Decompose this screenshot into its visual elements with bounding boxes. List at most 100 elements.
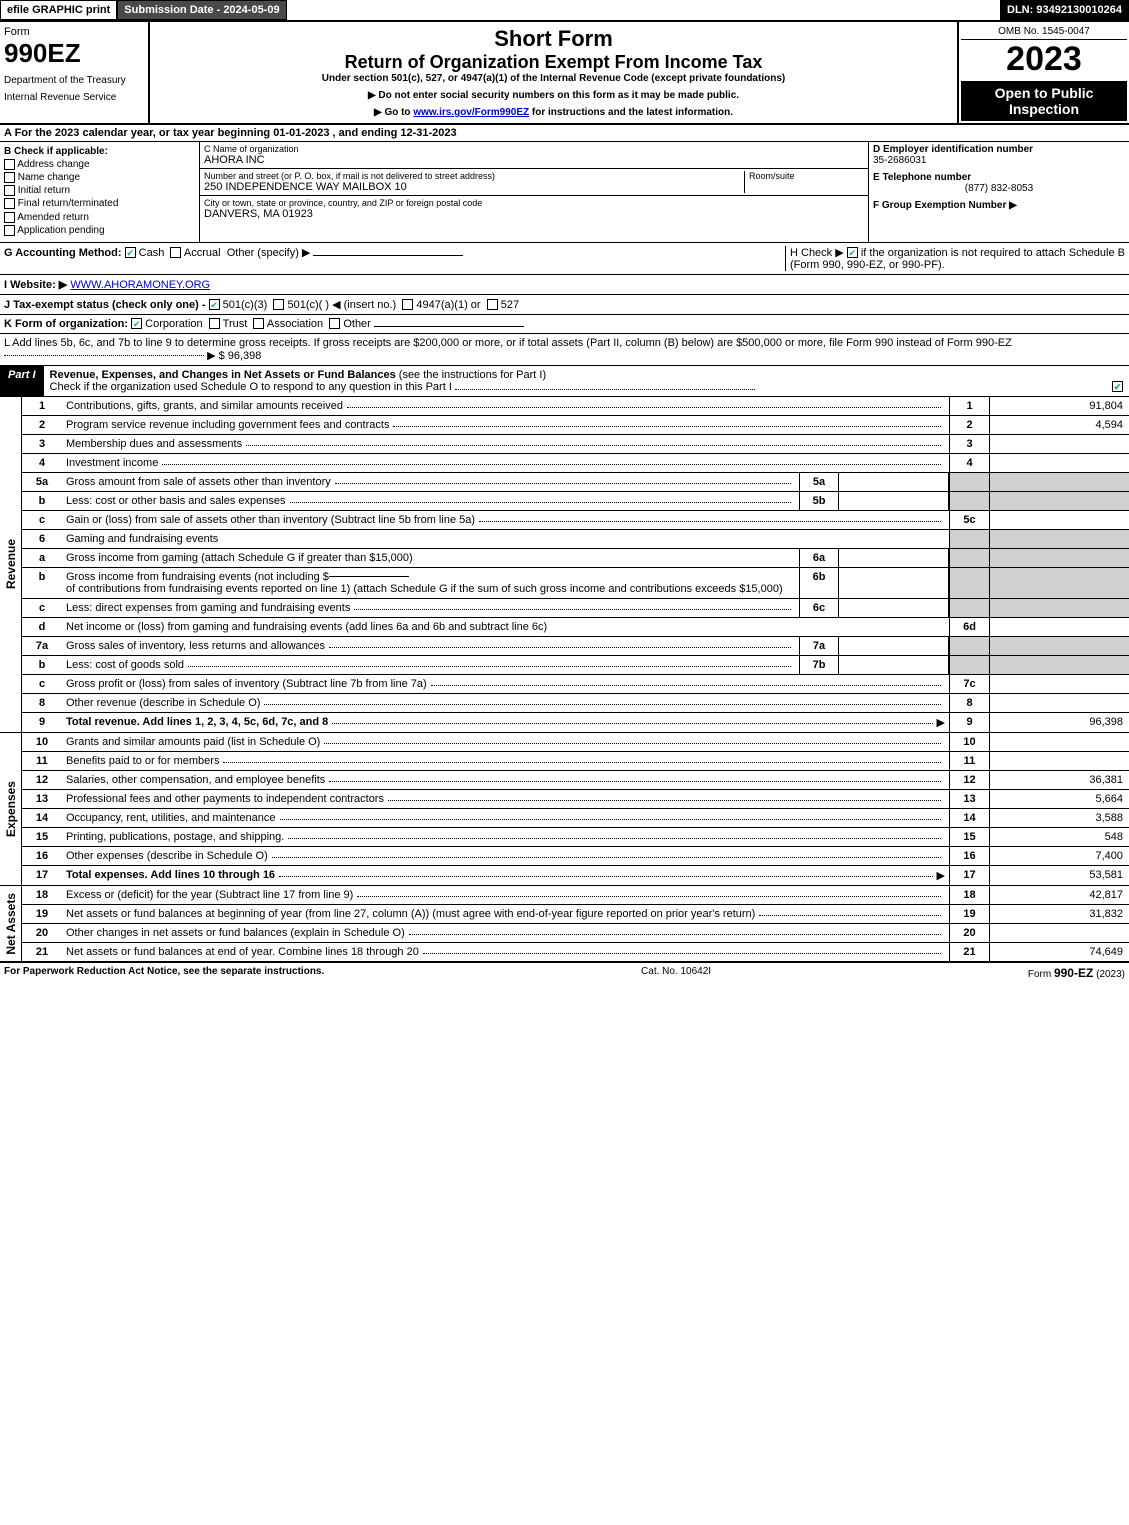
cb-amended-return[interactable]: Amended return	[4, 212, 195, 223]
line-6a-val-shade	[989, 549, 1129, 567]
cb-accrual[interactable]	[170, 247, 181, 258]
cb-application-pending[interactable]: Application pending	[4, 225, 195, 236]
box-b-label: B Check if applicable:	[4, 146, 195, 157]
line-15-rt: 15	[949, 828, 989, 846]
line-12-val: 36,381	[989, 771, 1129, 789]
cb-association[interactable]	[253, 318, 264, 329]
cb-final-return[interactable]: Final return/terminated	[4, 198, 195, 209]
box-def: D Employer identification number 35-2686…	[869, 142, 1129, 242]
street-value: 250 INDEPENDENCE WAY MAILBOX 10	[204, 181, 744, 193]
phone-label: E Telephone number	[873, 172, 971, 183]
line-5b-inl: 5b	[799, 492, 839, 510]
other-org-label: Other	[343, 318, 371, 330]
part1-header: Part I Revenue, Expenses, and Changes in…	[0, 366, 1129, 397]
other-method-label: Other (specify) ▶	[227, 247, 311, 259]
cb-schedule-o-used[interactable]	[1112, 381, 1123, 392]
cb-527[interactable]	[487, 299, 498, 310]
line-5c-rt: 5c	[949, 511, 989, 529]
cb-initial-return-label: Initial return	[18, 185, 70, 196]
city-cell: City or town, state or province, country…	[200, 196, 868, 222]
cb-name-change-label: Name change	[18, 172, 80, 183]
box-k: K Form of organization: Corporation Trus…	[0, 315, 1129, 334]
line-5a-val-shade	[989, 473, 1129, 491]
opt-501c3-label: 501(c)(3)	[223, 299, 268, 311]
line-17-val: 53,581	[989, 866, 1129, 885]
line-5b-inlval	[839, 492, 949, 510]
line-13-desc: Professional fees and other payments to …	[66, 793, 384, 805]
accrual-label: Accrual	[184, 247, 221, 259]
line-6b: b Gross income from fundraising events (…	[22, 568, 1129, 599]
line-7c-num: c	[22, 675, 62, 693]
box-l-prefix: ▶ $	[207, 350, 228, 362]
opt-501c-label: 501(c)( ) ◀ (insert no.)	[287, 299, 396, 311]
box-h: H Check ▶ if the organization is not req…	[785, 246, 1125, 271]
opt-527-label: 527	[501, 299, 519, 311]
box-l-text: L Add lines 5b, 6c, and 7b to line 9 to …	[4, 337, 1012, 349]
line-4-num: 4	[22, 454, 62, 472]
line-6d-desc: Net income or (loss) from gaming and fun…	[66, 621, 547, 633]
line-7a-rt-shade	[949, 637, 989, 655]
line-5b: b Less: cost or other basis and sales ex…	[22, 492, 1129, 511]
line-20-val	[989, 924, 1129, 942]
cash-label: Cash	[139, 247, 165, 259]
cb-initial-return[interactable]: Initial return	[4, 185, 195, 196]
footer-form-pre: Form	[1028, 969, 1054, 980]
cb-address-change[interactable]: Address change	[4, 159, 195, 170]
cb-amended-return-label: Amended return	[17, 212, 89, 223]
box-j: J Tax-exempt status (check only one) - 5…	[0, 295, 1129, 315]
revenue-lines: 1 Contributions, gifts, grants, and simi…	[22, 397, 1129, 733]
line-13-num: 13	[22, 790, 62, 808]
line-7c: c Gross profit or (loss) from sales of i…	[22, 675, 1129, 694]
line-13: 13 Professional fees and other payments …	[22, 790, 1129, 809]
cb-schedule-b-not-required[interactable]	[847, 247, 858, 258]
line-5c: c Gain or (loss) from sale of assets oth…	[22, 511, 1129, 530]
header-right: OMB No. 1545-0047 2023 Open to Public In…	[959, 22, 1129, 123]
return-title: Return of Organization Exempt From Incom…	[154, 52, 953, 73]
form-number: 990EZ	[4, 38, 144, 69]
goto-link[interactable]: www.irs.gov/Form990EZ	[413, 107, 529, 118]
footer-paperwork: For Paperwork Reduction Act Notice, see …	[4, 966, 324, 980]
org-name-cell: C Name of organization AHORA INC	[200, 142, 868, 169]
website-label: I Website: ▶	[4, 279, 67, 291]
under-section-text: Under section 501(c), 527, or 4947(a)(1)…	[154, 73, 953, 84]
line-6b-desc-pre: Gross income from fundraising events (no…	[66, 571, 329, 583]
cb-corporation[interactable]	[131, 318, 142, 329]
line-14-num: 14	[22, 809, 62, 827]
efile-print-label[interactable]: efile GRAPHIC print	[0, 0, 117, 20]
line-19-val: 31,832	[989, 905, 1129, 923]
form-org-label: K Form of organization:	[4, 318, 128, 330]
footer-form-ref: Form 990-EZ (2023)	[1028, 966, 1125, 980]
part1-check-line: Check if the organization used Schedule …	[50, 381, 452, 393]
line-6b-rt-shade	[949, 568, 989, 598]
line-8-num: 8	[22, 694, 62, 712]
gross-receipts-value: 96,398	[228, 350, 262, 362]
line-6c-val-shade	[989, 599, 1129, 617]
cb-name-change[interactable]: Name change	[4, 172, 195, 183]
cb-other-org[interactable]	[329, 318, 340, 329]
cb-trust[interactable]	[209, 318, 220, 329]
cb-4947[interactable]	[402, 299, 413, 310]
line-7a-desc: Gross sales of inventory, less returns a…	[66, 640, 325, 652]
line-7a: 7a Gross sales of inventory, less return…	[22, 637, 1129, 656]
website-link[interactable]: WWW.AHORAMONEY.ORG	[70, 279, 210, 291]
line-5a-num: 5a	[22, 473, 62, 491]
header-left: Form 990EZ Department of the Treasury In…	[0, 22, 150, 123]
line-3: 3 Membership dues and assessments 3	[22, 435, 1129, 454]
line-20: 20 Other changes in net assets or fund b…	[22, 924, 1129, 943]
line-6a-inl: 6a	[799, 549, 839, 567]
line-17-desc: Total expenses. Add lines 10 through 16	[66, 869, 275, 881]
line-7b: b Less: cost of goods sold 7b	[22, 656, 1129, 675]
cb-501c[interactable]	[273, 299, 284, 310]
line-13-rt: 13	[949, 790, 989, 808]
part1-title-sub: (see the instructions for Part I)	[399, 369, 546, 381]
cb-cash[interactable]	[125, 247, 136, 258]
line-6a-inlval	[839, 549, 949, 567]
cb-501c3[interactable]	[209, 299, 220, 310]
line-6c-inlval	[839, 599, 949, 617]
cb-address-change-label: Address change	[17, 159, 89, 170]
line-10: 10 Grants and similar amounts paid (list…	[22, 733, 1129, 752]
line-6c-inl: 6c	[799, 599, 839, 617]
box-g: G Accounting Method: Cash Accrual Other …	[4, 246, 785, 271]
line-15: 15 Printing, publications, postage, and …	[22, 828, 1129, 847]
line-4-rt: 4	[949, 454, 989, 472]
